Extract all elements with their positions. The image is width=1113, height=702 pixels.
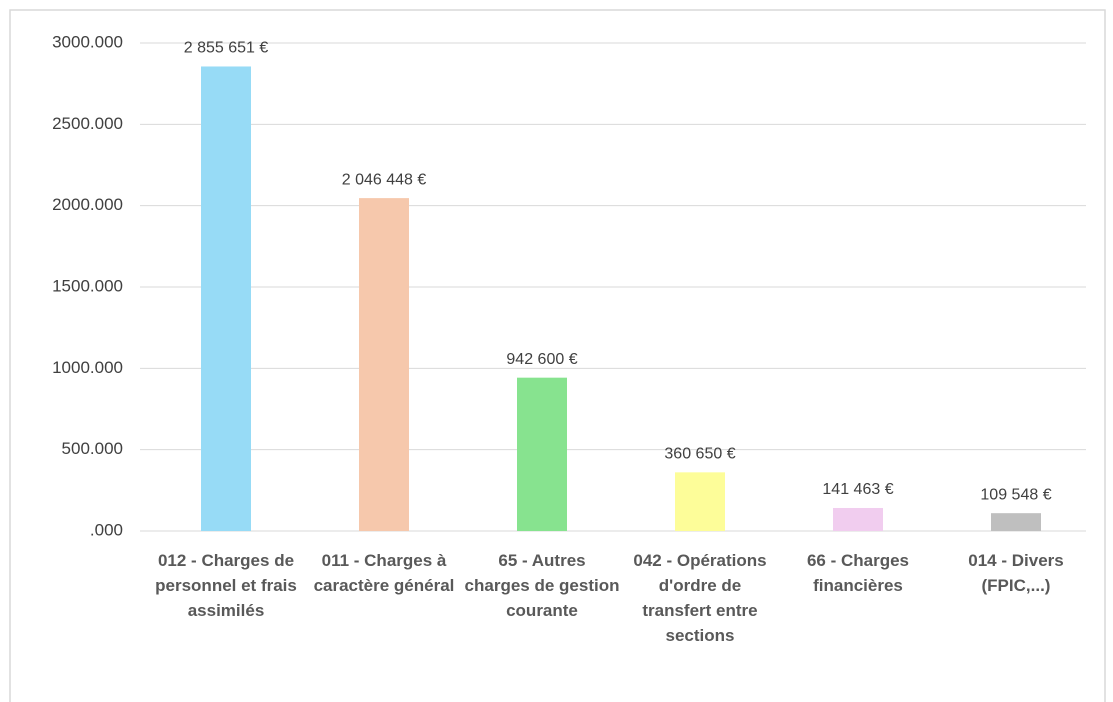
y-tick-label: .000 — [90, 520, 123, 539]
chart-border — [9, 9, 1106, 702]
data-label: 360 650 € — [664, 446, 735, 463]
y-tick-label: 1000.000 — [52, 358, 123, 377]
bar — [833, 507, 883, 531]
bar — [359, 198, 409, 531]
y-tick-label: 1500.000 — [52, 276, 123, 295]
data-label: 2 046 448 € — [342, 171, 427, 188]
data-label: 109 548 € — [980, 486, 1051, 503]
bar — [517, 377, 567, 531]
x-tick-label: 042 - Opérations d'ordre de transfert en… — [633, 551, 767, 645]
y-tick-label: 500.000 — [62, 439, 123, 458]
data-label: 2 855 651 € — [184, 40, 269, 57]
x-tick-label: 65 - Autres charges de gestion courante — [464, 551, 620, 620]
bar — [675, 472, 725, 531]
x-tick-label: 011 - Charges à caractère général — [313, 551, 455, 595]
y-tick-label: 2000.000 — [52, 195, 123, 214]
x-tick-label: 014 - Divers (FPIC,...) — [968, 551, 1064, 595]
y-tick-label: 2500.000 — [52, 114, 123, 133]
x-tick-label: 012 - Charges de personnel et frais assi… — [155, 551, 297, 620]
data-label: 942 600 € — [506, 351, 577, 368]
bar — [991, 513, 1041, 531]
y-tick-label: 3000.000 — [52, 32, 123, 51]
data-label: 141 463 € — [822, 481, 893, 498]
x-tick-label: 66 - Charges financières — [806, 551, 910, 595]
bar — [201, 66, 251, 531]
